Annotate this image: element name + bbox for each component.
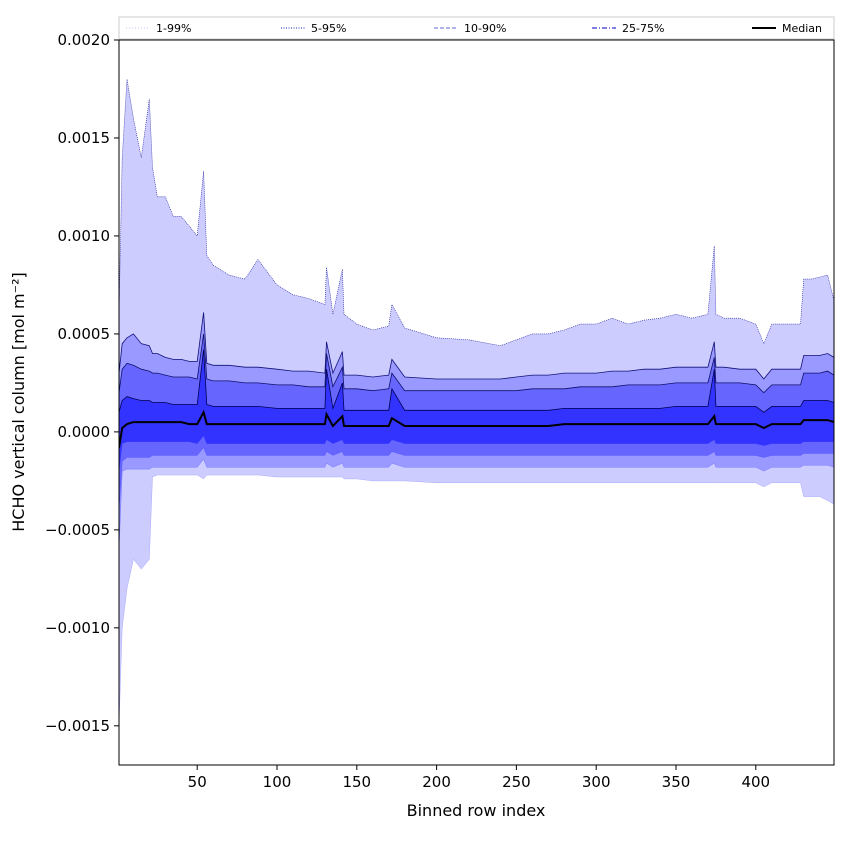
y-tick-label: −0.0015: [45, 717, 110, 735]
y-axis-label: HCHO vertical column [mol m⁻²]: [9, 272, 28, 531]
legend-label: 1-99%: [156, 22, 191, 35]
x-tick-label: 300: [582, 773, 611, 791]
series-line-p99: [119, 79, 834, 347]
x-axis: 50 100 150 200 250 300 350 400: [188, 765, 770, 791]
legend-label: Median: [782, 22, 822, 35]
y-tick-label: 0.0000: [58, 423, 111, 441]
legend: 1-99% 5-95% 10-90% 25-75% Median: [118, 16, 835, 40]
x-tick-label: 50: [188, 773, 207, 791]
y-tick-label: −0.0005: [45, 521, 110, 539]
x-tick-label: 200: [422, 773, 451, 791]
x-tick-label: 150: [342, 773, 371, 791]
y-tick-label: 0.0015: [58, 129, 111, 147]
legend-label: 5-95%: [311, 22, 346, 35]
x-tick-label: 100: [263, 773, 292, 791]
y-tick-label: 0.0010: [58, 227, 111, 245]
x-axis-label: Binned row index: [407, 801, 546, 820]
x-tick-label: 350: [662, 773, 691, 791]
y-tick-label: 0.0020: [58, 31, 111, 49]
series-line-p1: [119, 474, 834, 726]
plot-area: [119, 79, 834, 726]
series-line-p95: [119, 312, 834, 380]
series-line-p10: [119, 447, 834, 511]
y-tick-label: 0.0005: [58, 325, 111, 343]
y-tick-label: −0.0010: [45, 619, 110, 637]
series-line-p5: [119, 458, 834, 550]
series-line-p90: [119, 333, 834, 394]
series-line-median: [119, 409, 834, 448]
y-axis: −0.0015 −0.0010 −0.0005 0.0000 0.0005 0.0010 0…: [45, 31, 119, 735]
legend-label: 10-90%: [464, 22, 506, 35]
legend-label: 25-75%: [622, 22, 664, 35]
x-tick-label: 400: [741, 773, 770, 791]
series-line-p25: [119, 435, 834, 472]
legend-frame: [118, 16, 835, 40]
series-line-p75: [119, 349, 834, 413]
plot-frame: [118, 39, 835, 766]
x-tick-label: 250: [502, 773, 531, 791]
